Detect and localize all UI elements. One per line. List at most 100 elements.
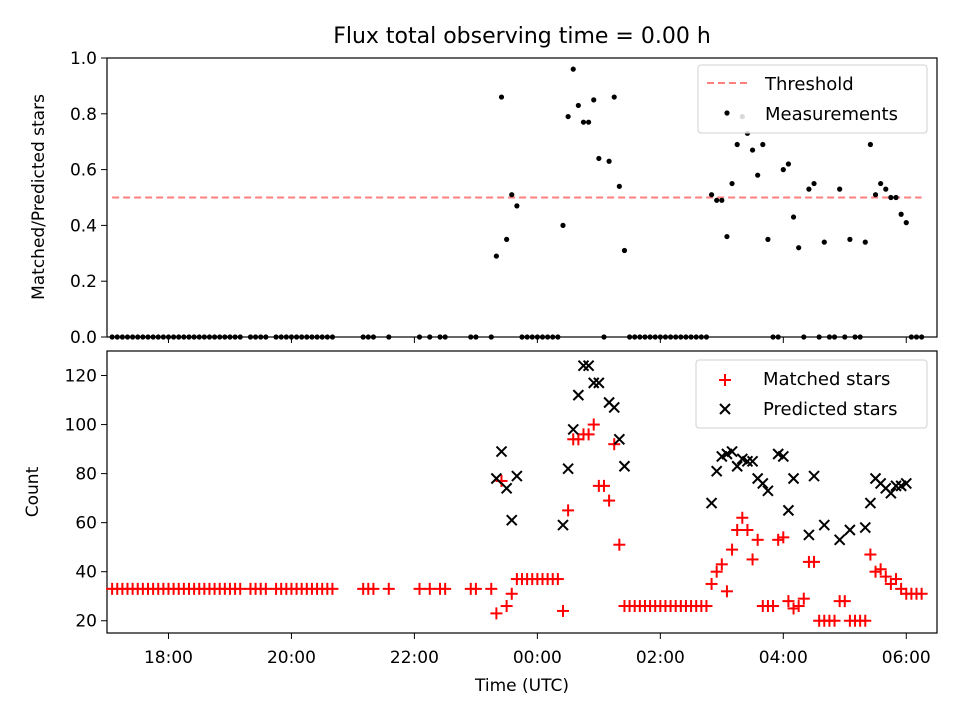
measurement-point	[760, 141, 766, 148]
matched-star-point	[879, 570, 892, 583]
top-y-tick-label: 0.8	[70, 105, 97, 125]
measurement-point	[765, 236, 771, 242]
measurement-point	[288, 334, 295, 340]
measurement-point	[621, 247, 628, 254]
measurement-point	[606, 158, 612, 164]
matched-star-point	[787, 602, 800, 615]
measurement-point	[796, 245, 802, 251]
predicted-star-point	[593, 377, 605, 389]
matched-star-point	[741, 524, 754, 537]
matched-star-point	[556, 604, 569, 617]
predicted-star-point	[562, 462, 574, 475]
measurement-point	[299, 334, 305, 340]
measurement-point	[124, 334, 131, 340]
bottom-panel: Count 20 40 60 80 100 120 18:00 20:00 22:00 00:0…	[23, 350, 938, 668]
predicted-star-point	[859, 521, 871, 534]
matched-star-point	[613, 538, 626, 551]
x-tick-label: 22:00	[390, 648, 439, 668]
measurement-point	[529, 334, 535, 340]
bottom-y-tick-label: 120	[65, 367, 97, 387]
measurement-point	[560, 222, 566, 228]
measurement-point	[176, 334, 182, 340]
measurement-point	[150, 334, 156, 340]
bottom-y-axis-label: Count	[23, 466, 43, 517]
measurement-point	[842, 334, 848, 340]
matched-star-point	[767, 600, 780, 613]
measurement-point	[780, 167, 786, 173]
measurement-point	[222, 334, 228, 340]
matched-star-point	[792, 600, 805, 613]
matched-star-point	[700, 600, 713, 613]
measurement-point	[878, 180, 884, 187]
matched-star-point	[746, 553, 759, 566]
measurement-point	[386, 334, 392, 340]
top-y-tick-label: 1.0	[70, 49, 97, 69]
measurement-point	[714, 197, 720, 203]
measurement-point	[565, 113, 571, 120]
measurement-point	[826, 334, 833, 340]
measurement-point	[119, 334, 125, 340]
matched-star-point	[915, 587, 928, 600]
matched-star-point	[587, 418, 600, 431]
measurement-point	[724, 233, 730, 240]
bottom-y-tick-label: 40	[75, 563, 97, 583]
predicted-star-point	[705, 497, 718, 509]
predicted-star-point	[741, 455, 754, 468]
bottom-legend: Matched stars Predicted stars	[695, 359, 928, 429]
bottom-y-tick-label: 20	[75, 612, 97, 632]
measurement-point	[652, 334, 658, 340]
top-y-ticks: 0.0 0.2 0.4 0.6 0.8 1.0	[70, 49, 107, 348]
measurement-point	[703, 334, 710, 340]
predicted-star-point	[582, 360, 595, 372]
bottom-data-marks	[106, 360, 928, 627]
predicted-star-point	[844, 524, 856, 536]
matched-star-point	[582, 428, 595, 441]
measurement-point	[519, 334, 525, 340]
measurement-point	[493, 253, 499, 259]
x-tick-label: 00:00	[513, 648, 562, 668]
measurement-point	[893, 194, 899, 201]
measurement-point	[673, 334, 679, 340]
measurement-point	[514, 203, 520, 209]
matched-star-point	[726, 543, 739, 556]
measurement-point	[611, 94, 617, 100]
matched-star-point	[608, 438, 621, 451]
measurement-point	[319, 334, 325, 340]
matched-star-point	[890, 573, 903, 586]
measurement-point	[258, 334, 264, 340]
measurement-point	[775, 334, 781, 340]
measurement-point	[852, 334, 858, 340]
measurement-point	[130, 334, 136, 340]
matched-star-point	[715, 558, 728, 571]
matched-star-point	[485, 582, 498, 595]
x-tick-label: 20:00	[267, 648, 316, 668]
measurement-point	[837, 186, 843, 192]
predicted-star-point	[710, 465, 723, 477]
predicted-star-point	[577, 360, 590, 372]
measurement-point	[171, 334, 177, 340]
matched-star-point	[413, 582, 426, 595]
measurement-point	[273, 334, 279, 340]
top-y-tick-label: 0.6	[70, 161, 97, 181]
measurement-point	[801, 334, 807, 340]
measurement-point	[596, 155, 602, 162]
measurement-point	[632, 334, 638, 340]
x-tick-label: 02:00	[636, 648, 685, 668]
legend-measurements-label: Measurements	[765, 104, 898, 125]
measurement-point	[293, 334, 300, 340]
measurement-point	[816, 334, 822, 340]
measurement-point	[509, 192, 515, 198]
predicted-star-point	[618, 460, 631, 472]
predicted-star-point	[557, 519, 569, 531]
measurement-point	[534, 334, 540, 340]
measurement-point	[165, 334, 172, 340]
measurement-point	[329, 334, 336, 340]
measurement-point	[913, 334, 920, 340]
bottom-x-ticks: 18:00 20:00 22:00 00:00 02:00 04:00 06:00	[144, 633, 931, 668]
x-tick-label: 18:00	[144, 648, 193, 668]
measurement-point	[790, 214, 797, 220]
predicted-star-point	[746, 455, 759, 468]
measurement-point	[252, 334, 259, 340]
measurement-point	[601, 334, 607, 340]
